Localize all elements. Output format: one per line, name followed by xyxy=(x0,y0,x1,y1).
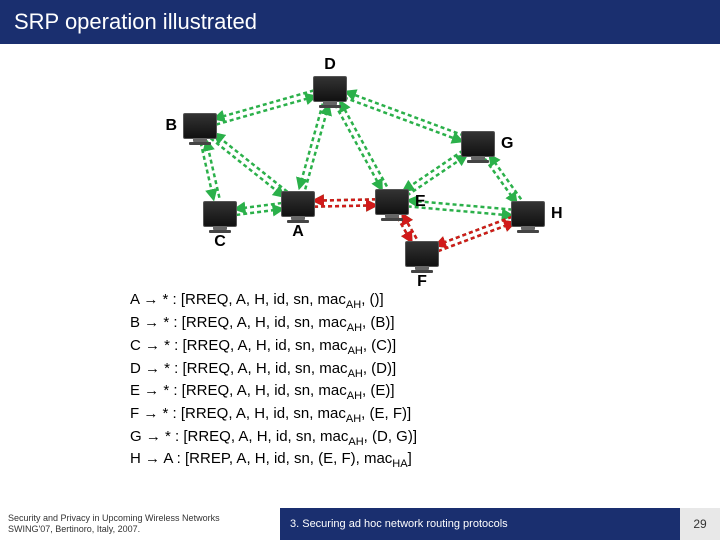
slide: SRP operation illustrated ABCDEFGH A → *… xyxy=(0,0,720,540)
network-diagram: ABCDEFGH xyxy=(0,44,720,264)
node-label-D: D xyxy=(324,56,336,74)
slide-footer: Security and Privacy in Upcoming Wireles… xyxy=(0,508,720,540)
footer-left-line2: SWING'07, Bertinoro, Italy, 2007. xyxy=(8,524,272,535)
title-bar: SRP operation illustrated xyxy=(0,0,720,44)
computer-icon xyxy=(203,201,237,227)
node-B: B xyxy=(183,113,217,139)
rreq-line: F → * : [RREQ, A, H, id, sn, macAH, (E, … xyxy=(130,404,417,427)
rreq-line: A → * : [RREQ, A, H, id, sn, macAH, ()] xyxy=(130,290,417,313)
node-H: H xyxy=(511,201,545,227)
node-E: E xyxy=(375,189,409,215)
node-label-C: C xyxy=(214,233,226,251)
node-G: G xyxy=(461,131,495,157)
rreq-line: G → * : [RREQ, A, H, id, sn, macAH, (D, … xyxy=(130,427,417,450)
rreq-line: C → * : [RREQ, A, H, id, sn, macAH, (C)] xyxy=(130,336,417,359)
slide-title: SRP operation illustrated xyxy=(14,9,257,35)
node-label-G: G xyxy=(501,135,513,153)
node-F: F xyxy=(405,241,439,267)
computer-icon xyxy=(511,201,545,227)
link-layer xyxy=(0,44,720,264)
node-label-F: F xyxy=(417,273,427,291)
footer-left-line1: Security and Privacy in Upcoming Wireles… xyxy=(8,513,272,524)
rreq-line: E → * : [RREQ, A, H, id, sn, macAH, (E)] xyxy=(130,381,417,404)
rreq-message-list: A → * : [RREQ, A, H, id, sn, macAH, ()]B… xyxy=(130,290,417,450)
computer-icon xyxy=(281,191,315,217)
rreq-line: B → * : [RREQ, A, H, id, sn, macAH, (B)] xyxy=(130,313,417,336)
footer-section-title: 3. Securing ad hoc network routing proto… xyxy=(290,518,508,530)
computer-icon xyxy=(183,113,217,139)
node-C: C xyxy=(203,201,237,227)
rrep-message: H → A : [RREP, A, H, id, sn, (E, F), mac… xyxy=(130,450,412,470)
rrep-line: H → A : [RREP, A, H, id, sn, (E, F), mac… xyxy=(130,450,412,470)
node-label-B: B xyxy=(165,117,177,135)
footer-page-number: 29 xyxy=(680,508,720,540)
page-number: 29 xyxy=(693,517,706,531)
computer-icon xyxy=(375,189,409,215)
footer-mid: 3. Securing ad hoc network routing proto… xyxy=(280,508,680,540)
rreq-line: D → * : [RREQ, A, H, id, sn, macAH, (D)] xyxy=(130,359,417,382)
node-label-A: A xyxy=(292,223,304,241)
computer-icon xyxy=(405,241,439,267)
node-label-H: H xyxy=(551,205,563,223)
node-label-E: E xyxy=(415,193,426,211)
footer-left: Security and Privacy in Upcoming Wireles… xyxy=(0,508,280,540)
node-A: A xyxy=(281,191,315,217)
node-D: D xyxy=(313,76,347,102)
computer-icon xyxy=(461,131,495,157)
computer-icon xyxy=(313,76,347,102)
